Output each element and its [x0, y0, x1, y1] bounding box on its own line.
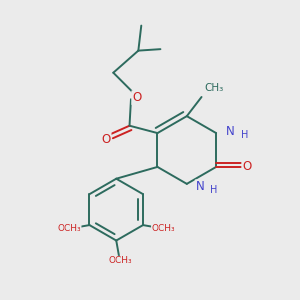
Text: O: O [132, 91, 142, 104]
Text: N: N [196, 180, 204, 193]
Text: OCH₃: OCH₃ [57, 224, 81, 233]
Text: OCH₃: OCH₃ [152, 224, 175, 233]
Text: H: H [210, 185, 218, 195]
Text: OCH₃: OCH₃ [108, 256, 132, 265]
Text: O: O [242, 160, 252, 173]
Text: N: N [226, 125, 235, 138]
Text: H: H [241, 130, 248, 140]
Text: CH₃: CH₃ [205, 82, 224, 93]
Text: O: O [101, 133, 111, 146]
